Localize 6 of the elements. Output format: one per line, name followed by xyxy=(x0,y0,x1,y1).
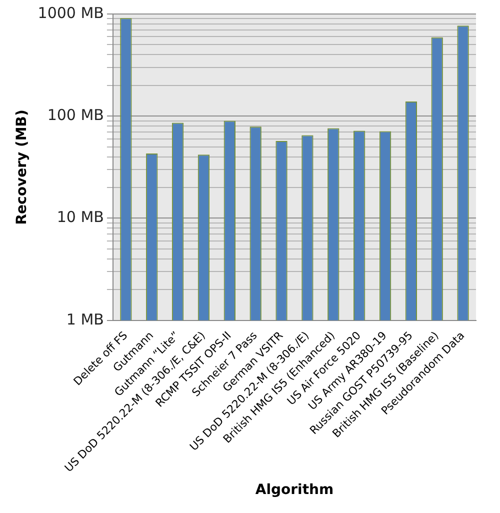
y-axis-title: Recovery (MB) xyxy=(14,110,30,225)
y-tick-label: 10 MB xyxy=(56,208,104,226)
y-tick-label: 1 MB xyxy=(66,310,104,328)
y-tick-label: 100 MB xyxy=(47,106,104,124)
x-axis-title: Algorithm xyxy=(255,482,334,498)
y-tick-label: 1000 MB xyxy=(38,4,104,22)
